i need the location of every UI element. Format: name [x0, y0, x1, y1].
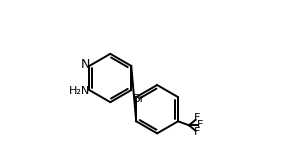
- Text: N: N: [81, 58, 90, 71]
- Text: Br: Br: [133, 94, 145, 104]
- Text: H₂N: H₂N: [69, 86, 90, 96]
- Text: F: F: [197, 120, 203, 130]
- Text: F: F: [194, 127, 201, 137]
- Text: F: F: [194, 113, 201, 123]
